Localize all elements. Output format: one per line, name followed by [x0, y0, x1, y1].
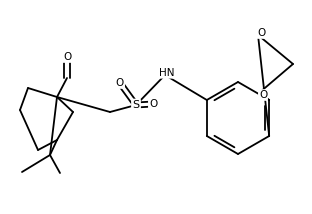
Text: HN: HN: [159, 68, 175, 78]
Text: O: O: [149, 99, 157, 109]
Text: O: O: [259, 90, 267, 100]
Text: O: O: [257, 28, 265, 38]
Text: O: O: [116, 78, 124, 88]
Text: S: S: [132, 100, 139, 110]
Text: O: O: [63, 52, 71, 62]
